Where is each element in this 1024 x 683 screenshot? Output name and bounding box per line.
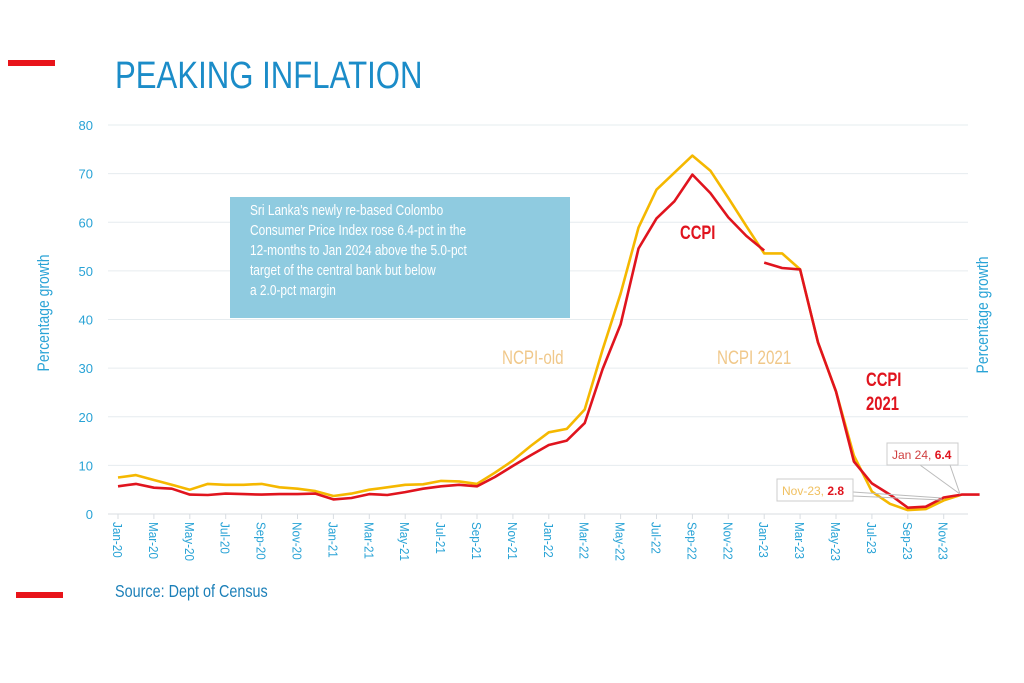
x-tick-label: Nov-20 (289, 522, 304, 560)
x-axis-ticks: Jan-20 Mar-20 May-20 Jul-20 Sep-20 Nov-20 Jan-… (110, 514, 950, 561)
source-note: Source: Dept of Census (115, 582, 268, 602)
y-tick-label: 60 (79, 215, 93, 230)
svg-text:Nov-23, 2.8: Nov-23, 2.8 (782, 484, 844, 498)
annotation-box: Sri Lanka's newly re-based Colombo Consu… (230, 197, 570, 318)
annotation-line: Consumer Price Index rose 6.4-pct in the (250, 223, 467, 239)
y-tick-label: 80 (79, 118, 93, 133)
label-ccpi-2021-line1: CCPI (866, 369, 901, 390)
x-tick-label: Jul-23 (864, 522, 879, 554)
callout-jan24: Jan 24, 6.4 (886, 442, 961, 495)
x-tick-label: Mar-22 (577, 522, 592, 559)
y-tick-label: 70 (79, 167, 93, 182)
x-tick-label: Jan-20 (110, 522, 125, 558)
svg-text:Jan 24, 6.4: Jan 24, 6.4 (892, 448, 952, 462)
y-tick-label: 0 (86, 507, 93, 522)
callout-nov23-value: 2.8 (827, 484, 844, 498)
label-ncpi-old: NCPI-old (502, 346, 564, 368)
x-tick-label: Nov-22 (720, 522, 735, 560)
label-ncpi-2021: NCPI 2021 (717, 346, 791, 368)
x-tick-label: Jul-22 (648, 522, 663, 554)
annotation-line: target of the central bank but below (250, 263, 436, 279)
callout-nov23-label: Nov-23, (782, 484, 827, 498)
series-line-ccpi-2021 (763, 261, 980, 510)
callout-jan24-label: Jan 24, (892, 448, 935, 462)
x-tick-label: Mar-20 (146, 522, 161, 559)
y-axis-title-left: Percentage growth (35, 255, 54, 372)
x-tick-label: Sep-23 (900, 522, 915, 560)
y-tick-label: 20 (79, 410, 93, 425)
y-tick-label: 10 (79, 458, 93, 473)
x-tick-label: Sep-21 (469, 522, 484, 560)
x-tick-label: Nov-23 (936, 522, 951, 560)
x-tick-label: May-20 (182, 522, 197, 561)
annotation-line: a 2.0-pct margin (250, 283, 336, 299)
x-tick-label: Jan-22 (541, 522, 556, 558)
annotation-line: 12-months to Jan 2024 above the 5.0-pct (250, 243, 467, 259)
y-tick-label: 50 (79, 264, 93, 279)
chart-title: PEAKING INFLATION (115, 55, 422, 97)
accent-dash-top (8, 60, 55, 66)
x-tick-label: Mar-23 (792, 522, 807, 559)
x-tick-label: Jan-21 (325, 522, 340, 558)
callout-nov23: Nov-23, 2.8 (776, 478, 943, 502)
callout-jan24-value: 6.4 (935, 448, 952, 462)
x-tick-label: Jan-23 (756, 522, 771, 558)
x-tick-label: May-21 (397, 522, 412, 561)
series-lines (117, 154, 980, 512)
label-ccpi: CCPI (680, 222, 715, 243)
x-tick-label: Nov-21 (505, 522, 520, 560)
series-line-ccpi (117, 173, 766, 501)
annotation-line: Sri Lanka's newly re-based Colombo (250, 203, 444, 219)
x-tick-label: Sep-20 (253, 522, 268, 560)
x-tick-label: May-22 (612, 522, 627, 561)
y-tick-label: 30 (79, 361, 93, 376)
x-tick-label: Jul-20 (218, 522, 233, 554)
y-tick-label: 40 (79, 313, 93, 328)
x-tick-label: Jul-21 (433, 522, 448, 554)
label-ccpi-2021-line2: 2021 (866, 393, 899, 414)
x-tick-label: Sep-22 (684, 522, 699, 560)
x-tick-label: May-23 (828, 522, 843, 561)
y-axis-ticks: 0 10 20 30 40 50 60 70 80 (79, 118, 93, 522)
x-tick-label: Mar-21 (361, 522, 376, 559)
y-axis-title-right: Percentage growth (974, 257, 993, 374)
accent-dash-bottom (16, 592, 63, 598)
gridlines (108, 124, 968, 515)
